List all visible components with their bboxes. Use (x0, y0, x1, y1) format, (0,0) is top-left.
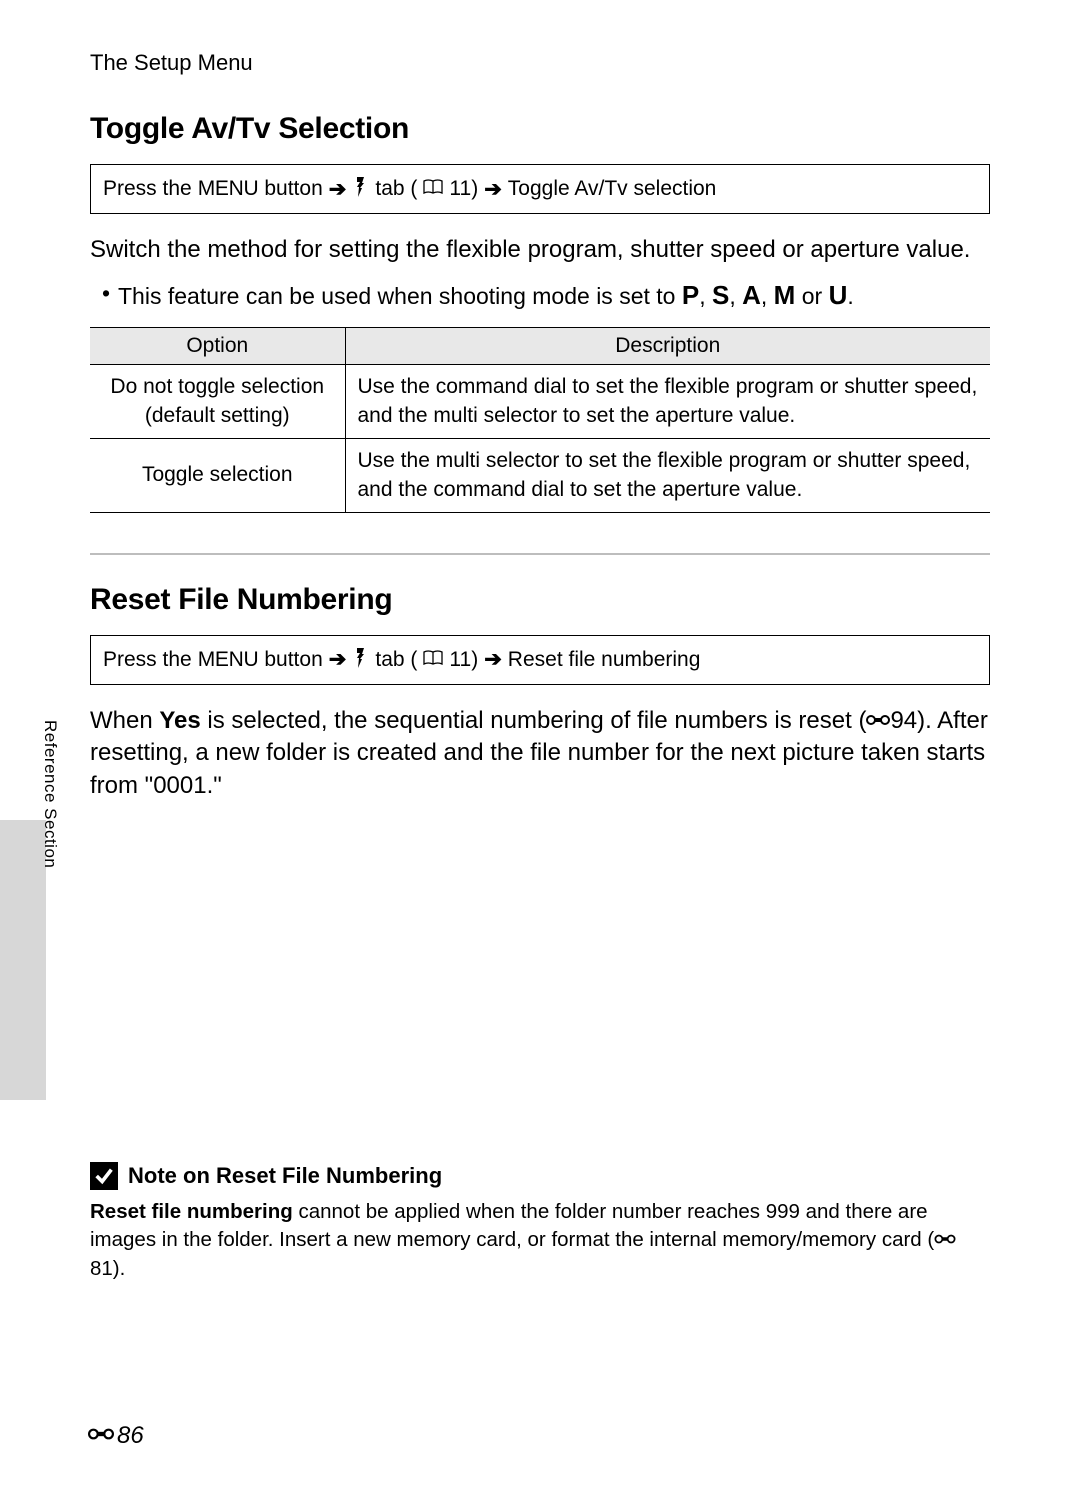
reference-icon (88, 1422, 114, 1450)
para-text: When (90, 707, 159, 734)
nav-button-word: button (264, 648, 322, 672)
reference-icon (866, 705, 890, 737)
ref-num: 81). (90, 1257, 125, 1280)
table-row: Do not toggle selection (default setting… (90, 365, 990, 439)
arrow-icon: ➔ (329, 647, 347, 672)
bullet-text: This feature can be used when shooting m… (118, 283, 682, 309)
nav-page-ref: 11) (449, 648, 478, 672)
arrow-icon: ➔ (329, 177, 347, 202)
nav-page-ref: 11) (449, 177, 478, 201)
nav-item: Reset file numbering (508, 648, 701, 672)
mode-m: M (774, 280, 796, 310)
col-option: Option (90, 328, 345, 365)
period: . (847, 283, 853, 309)
menu-button-label: MENU (198, 648, 259, 672)
opt2: Toggle selection (90, 439, 345, 513)
yes-bold: Yes (159, 707, 200, 734)
arrow-icon: ➔ (484, 177, 502, 202)
setup-tab-icon (352, 175, 369, 203)
col-description: Description (345, 328, 990, 365)
table-header-row: Option Description (90, 328, 990, 365)
table-row: Toggle selection Use the multi selector … (90, 439, 990, 513)
comma: , (729, 283, 742, 309)
page-content: The Setup Menu Toggle Av/Tv Selection Pr… (90, 40, 990, 1283)
nav-press: Press the (103, 177, 192, 201)
check-icon (90, 1162, 118, 1190)
nav-press: Press the (103, 648, 192, 672)
note-title: Note on Reset File Numbering (128, 1163, 442, 1189)
nav-tab-word: tab ( (375, 648, 417, 672)
book-icon (423, 648, 443, 672)
section1-nav-path: Press the MENU button ➔ tab ( 11) ➔ Toggl… (90, 164, 990, 214)
section2-title: Reset File Numbering (90, 583, 990, 617)
section2-para: When Yes is selected, the sequential num… (90, 705, 990, 802)
section2-nav-path: Press the MENU button ➔ tab ( 11) ➔ Reset… (90, 635, 990, 685)
note-title-row: Note on Reset File Numbering (90, 1162, 990, 1190)
section-divider (90, 553, 990, 555)
book-icon (423, 177, 443, 201)
desc1: Use the command dial to set the flexible… (345, 365, 990, 439)
mode-p: P (682, 280, 699, 310)
arrow-icon: ➔ (484, 647, 502, 672)
para-text: is selected, the sequential numbering of… (201, 707, 867, 734)
opt1-line2: (default setting) (102, 402, 333, 430)
section1-intro: Switch the method for setting the flexib… (90, 234, 990, 266)
bullet-modes: This feature can be used when shooting m… (102, 278, 990, 313)
note-block: Note on Reset File Numbering Reset file … (90, 1162, 990, 1283)
note-bold: Reset file numbering (90, 1200, 293, 1223)
page-num-text: 86 (117, 1422, 144, 1450)
mode-s: S (712, 280, 729, 310)
nav-item: Toggle Av/Tv selection (508, 177, 717, 201)
desc2: Use the multi selector to set the flexib… (345, 439, 990, 513)
note-body: Reset file numbering cannot be applied w… (90, 1198, 990, 1283)
ref-num: 94). (890, 707, 931, 734)
options-table: Option Description Do not toggle selecti… (90, 327, 990, 512)
opt1: Do not toggle selection (default setting… (90, 365, 345, 439)
mode-u: U (829, 280, 848, 310)
comma: , (761, 283, 774, 309)
mode-a: A (742, 280, 761, 310)
opt1-line1: Do not toggle selection (102, 373, 333, 401)
page-header: The Setup Menu (90, 50, 990, 76)
section1-bullets: This feature can be used when shooting m… (90, 278, 990, 313)
comma: , (699, 283, 712, 309)
section1-title: Toggle Av/Tv Selection (90, 112, 990, 146)
or: or (795, 283, 828, 309)
page-number: 86 (88, 1422, 144, 1450)
menu-button-label: MENU (198, 177, 259, 201)
nav-tab-word: tab ( (375, 177, 417, 201)
setup-tab-icon (352, 646, 369, 674)
side-section-label: Reference Section (40, 720, 60, 868)
nav-button-word: button (264, 177, 322, 201)
reference-icon (934, 1226, 956, 1254)
